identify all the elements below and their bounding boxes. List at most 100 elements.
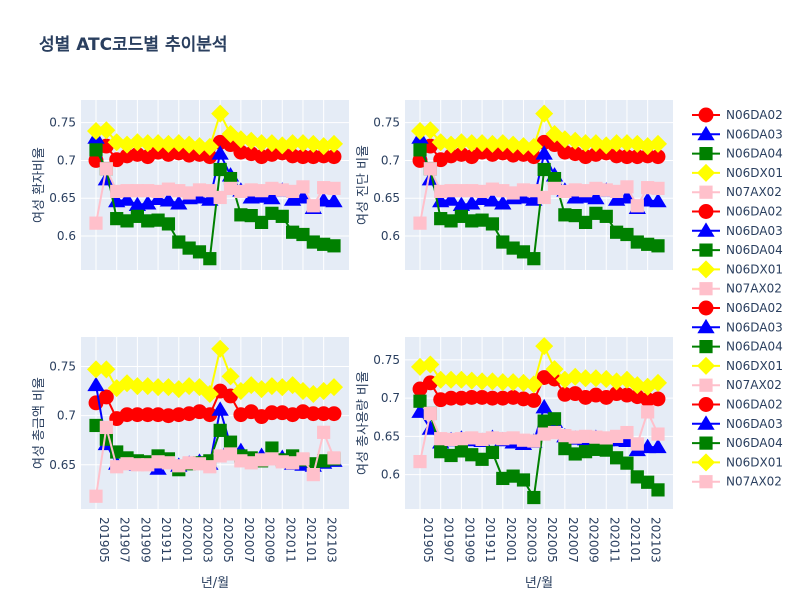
data-point: [568, 183, 582, 197]
data-point: [617, 134, 636, 153]
legend-marker: [697, 415, 715, 430]
data-point: [496, 235, 510, 249]
x-tick-label: 202011: [607, 517, 621, 563]
data-point: [182, 241, 196, 255]
data-point: [524, 137, 543, 156]
data-point: [620, 456, 634, 470]
data-point: [537, 427, 551, 441]
legend-marker: [699, 243, 713, 257]
data-point: [475, 452, 489, 466]
data-point: [462, 371, 481, 390]
legend-item-n06da02[interactable]: N06DA02: [692, 397, 783, 412]
data-point: [586, 369, 605, 388]
legend-item-n06da02[interactable]: N06DA02: [692, 107, 783, 123]
legend-item-n06da04[interactable]: N06DA04: [692, 436, 783, 450]
legend-item-n06da02[interactable]: N06DA02: [692, 204, 783, 219]
data-point: [421, 170, 439, 186]
legend-label: N06DA04: [726, 436, 783, 450]
x-tick-label: 202011: [283, 517, 297, 563]
data-point: [244, 456, 258, 470]
data-point: [97, 121, 116, 140]
legend-item-n06dx01[interactable]: N06DX01: [692, 260, 783, 279]
x-tick-label: 202101: [304, 517, 318, 563]
legend-item-n06da03[interactable]: N06DA03: [692, 415, 783, 431]
data-point: [161, 217, 176, 231]
y-tick-label: 0.75: [49, 116, 76, 130]
legend-marker: [699, 147, 713, 161]
x-tick-label: 202007: [242, 517, 256, 563]
series-n06da04: [413, 394, 665, 505]
data-point: [516, 245, 531, 259]
legend-label: N06DA03: [726, 417, 783, 431]
legend-label: N06DX01: [726, 359, 783, 373]
data-point: [473, 134, 492, 153]
x-tick-label: 202005: [545, 517, 559, 563]
data-point: [118, 191, 136, 206]
y-tick-label: 0.75: [373, 353, 400, 367]
data-point: [192, 457, 207, 471]
data-point: [120, 184, 134, 198]
legend-item-n06da03[interactable]: N06DA03: [692, 222, 783, 238]
data-point: [576, 369, 595, 388]
data-point: [234, 184, 248, 199]
data-point: [516, 433, 531, 447]
data-point: [496, 184, 510, 198]
data-point: [128, 377, 147, 396]
data-point: [254, 453, 269, 467]
data-point: [87, 376, 105, 392]
data-point: [452, 370, 471, 389]
data-point: [110, 460, 124, 474]
series-n06da04: [89, 143, 341, 266]
legend-item-n06da02[interactable]: N06DA02: [692, 300, 783, 316]
legend-item-n06dx01[interactable]: N06DX01: [692, 163, 783, 182]
data-point: [578, 184, 593, 198]
data-point: [568, 430, 582, 444]
data-point: [610, 225, 624, 239]
legend-marker: [697, 163, 715, 182]
data-point: [286, 225, 300, 239]
legend-item-n07ax02[interactable]: N07AX02: [692, 475, 782, 489]
data-point: [650, 391, 666, 407]
data-point: [223, 435, 238, 449]
data-point: [97, 360, 116, 379]
legend[interactable]: N06DA02 N06DA03 N06DA04 N06DX01 N07AX02 N06DA…: [692, 107, 783, 489]
legend-item-n06da04[interactable]: N06DA04: [692, 243, 783, 257]
data-point: [295, 149, 311, 165]
data-point: [589, 206, 603, 220]
legend-item-n06da03[interactable]: N06DA03: [692, 318, 783, 334]
legend-item-n06dx01[interactable]: N06DX01: [692, 356, 783, 375]
data-point: [223, 181, 238, 195]
legend-item-n06dx01[interactable]: N06DX01: [692, 453, 783, 472]
data-point: [326, 149, 342, 165]
data-point: [526, 149, 542, 165]
data-point: [506, 431, 520, 445]
legend-item-n07ax02[interactable]: N07AX02: [692, 282, 782, 296]
legend-marker: [699, 475, 713, 489]
data-point: [465, 214, 479, 228]
data-point: [190, 137, 209, 156]
data-point: [649, 134, 667, 153]
data-point: [234, 208, 248, 222]
data-point: [599, 209, 613, 223]
data-point: [649, 192, 667, 208]
data-point: [547, 425, 562, 440]
series-n06dx01: [411, 104, 667, 156]
data-point: [170, 195, 188, 210]
data-point: [651, 483, 665, 497]
data-point: [192, 245, 207, 259]
data-point: [149, 134, 168, 153]
legend-item-n06da04[interactable]: N06DA04: [692, 147, 783, 161]
data-point: [535, 145, 553, 160]
legend-item-n06da03[interactable]: N06DA03: [692, 125, 783, 141]
data-point: [483, 372, 502, 391]
data-point: [630, 470, 644, 484]
data-point: [514, 137, 533, 156]
legend-item-n07ax02[interactable]: N07AX02: [692, 378, 782, 392]
x-tick-label: 201911: [483, 517, 497, 563]
legend-item-n07ax02[interactable]: N07AX02: [692, 185, 782, 199]
legend-marker: [699, 378, 713, 392]
legend-item-n06da04[interactable]: N06DA04: [692, 340, 783, 354]
data-point: [610, 184, 624, 199]
legend-marker: [697, 318, 715, 334]
